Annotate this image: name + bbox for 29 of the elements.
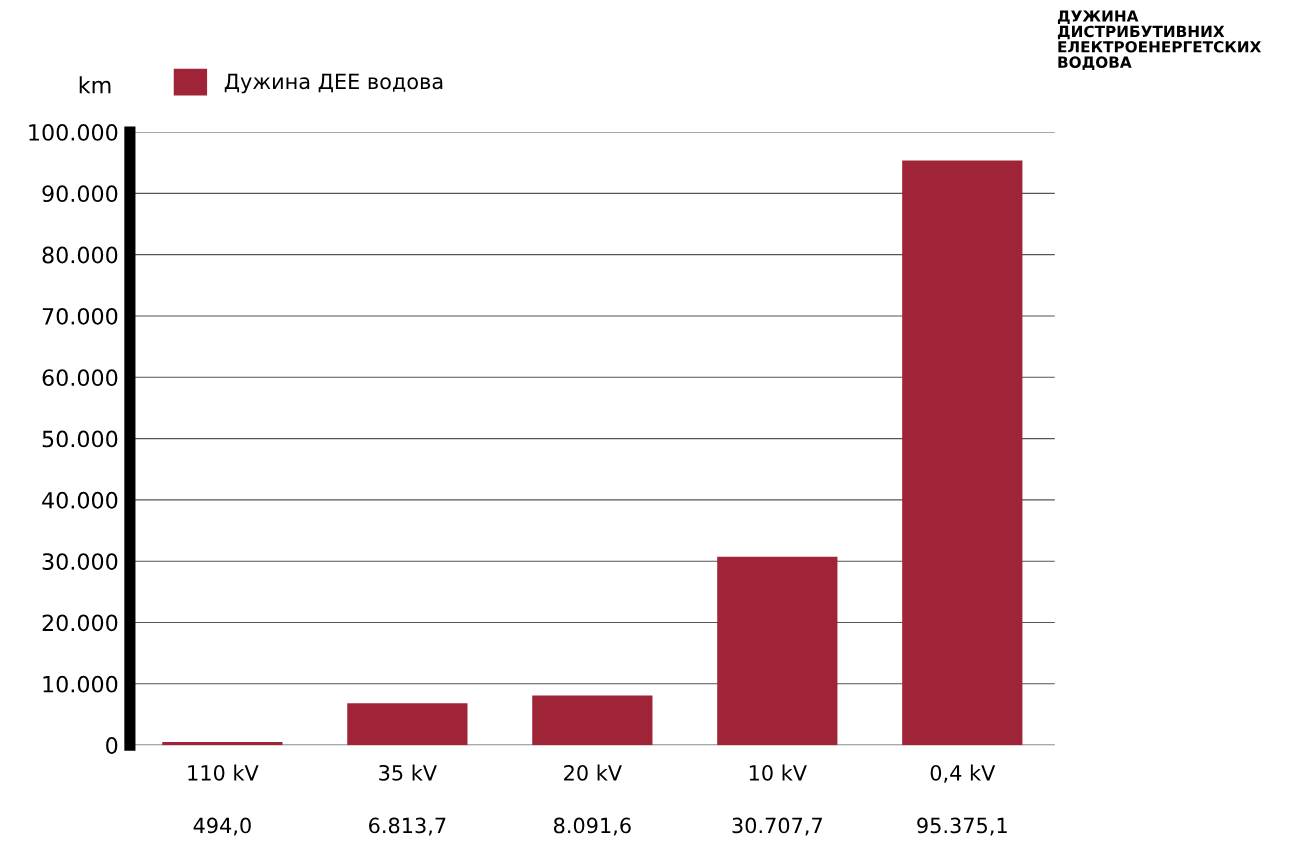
y-tick-label: 30.000: [42, 553, 118, 570]
y-tick-label: 70.000: [42, 307, 118, 325]
y-tick-label: 80.000: [42, 246, 118, 264]
y-tick-label: 90.000: [42, 185, 118, 203]
x-tick-label: 10 kV: [749, 764, 807, 781]
y-tick-label: 0: [106, 737, 118, 754]
y-tick-label: 60.000: [42, 369, 118, 387]
text: 30.707,7: [732, 817, 822, 836]
text: 494,0: [193, 817, 251, 836]
y-tick-label: 10.000: [43, 675, 118, 693]
text: 8.091,6: [554, 817, 631, 836]
x-tick-label: 0,4 kV: [930, 764, 996, 783]
bar: [162, 742, 283, 746]
bar: [902, 160, 1023, 746]
y-tick-label: 100.000: [29, 123, 118, 141]
legend-label: Дужина ДЕЕ водова: [224, 73, 443, 94]
text: 95.375,1: [917, 817, 1007, 836]
y-tick-label: 20.000: [42, 614, 118, 632]
bar: [717, 556, 838, 746]
y-tick-label: 40.000: [42, 491, 118, 509]
y-tick-label: 50.000: [42, 430, 118, 448]
text: 6.813,7: [369, 817, 446, 836]
x-tick-label: 20 kV: [564, 764, 622, 781]
x-tick-label: 35 kV: [379, 764, 437, 781]
y-axis-title: km: [79, 76, 111, 94]
bar: [347, 703, 468, 746]
text: ДУЖИНА ДИСТРИБУТИВНИХ ЕЛЕКТРОЕНЕРГЕТСКИХ ВОДОВА: [1057, 10, 1262, 71]
bar: [532, 695, 653, 746]
x-tick-label: 110 kV: [188, 764, 259, 781]
